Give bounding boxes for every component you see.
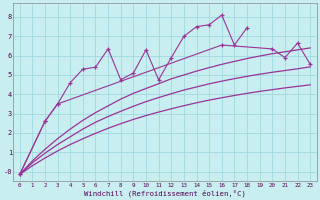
X-axis label: Windchill (Refroidissement éolien,°C): Windchill (Refroidissement éolien,°C) bbox=[84, 189, 246, 197]
